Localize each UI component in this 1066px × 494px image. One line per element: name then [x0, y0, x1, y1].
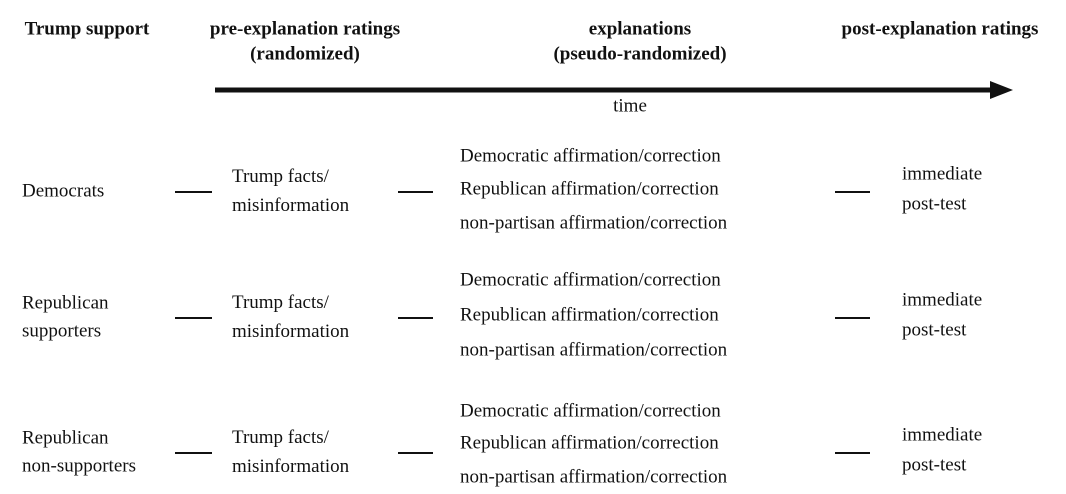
pre-rating-label: Trump facts/: [232, 166, 330, 187]
pre-rating-label: Trump facts/: [232, 292, 330, 313]
column-header: (randomized): [250, 43, 360, 64]
pre-rating-label: misinformation: [232, 321, 350, 342]
group-label: supporters: [22, 320, 101, 341]
explanation-label: Republican affirmation/correction: [460, 178, 719, 199]
explanation-label: non-partisan affirmation/correction: [460, 466, 728, 487]
post-rating-label: immediate: [902, 289, 982, 310]
post-rating-label: immediate: [902, 163, 982, 184]
explanation-label: Democratic affirmation/correction: [460, 269, 721, 290]
post-rating-label: post-test: [902, 193, 967, 214]
explanation-label: Republican affirmation/correction: [460, 432, 719, 453]
explanation-label: non-partisan affirmation/correction: [460, 212, 728, 233]
explanation-label: Democratic affirmation/correction: [460, 145, 721, 166]
time-arrow-head: [990, 81, 1013, 99]
column-header: post-explanation ratings: [842, 18, 1039, 39]
pre-rating-label: Trump facts/: [232, 427, 330, 448]
column-header: pre-explanation ratings: [210, 18, 400, 39]
post-rating-label: post-test: [902, 319, 967, 340]
column-header: (pseudo-randomized): [553, 43, 726, 64]
group-label: Democrats: [22, 180, 104, 201]
column-header: Trump support: [25, 18, 150, 39]
explanation-label: non-partisan affirmation/correction: [460, 339, 728, 360]
explanation-label: Republican affirmation/correction: [460, 304, 719, 325]
post-rating-label: post-test: [902, 454, 967, 475]
group-label: Republican: [22, 292, 109, 313]
time-label: time: [613, 95, 647, 116]
group-label: non-supporters: [22, 455, 136, 476]
group-label: Republican: [22, 427, 109, 448]
pre-rating-label: misinformation: [232, 195, 350, 216]
column-header: explanations: [589, 18, 691, 39]
post-rating-label: immediate: [902, 424, 982, 445]
explanation-label: Democratic affirmation/correction: [460, 400, 721, 421]
pre-rating-label: misinformation: [232, 456, 350, 477]
